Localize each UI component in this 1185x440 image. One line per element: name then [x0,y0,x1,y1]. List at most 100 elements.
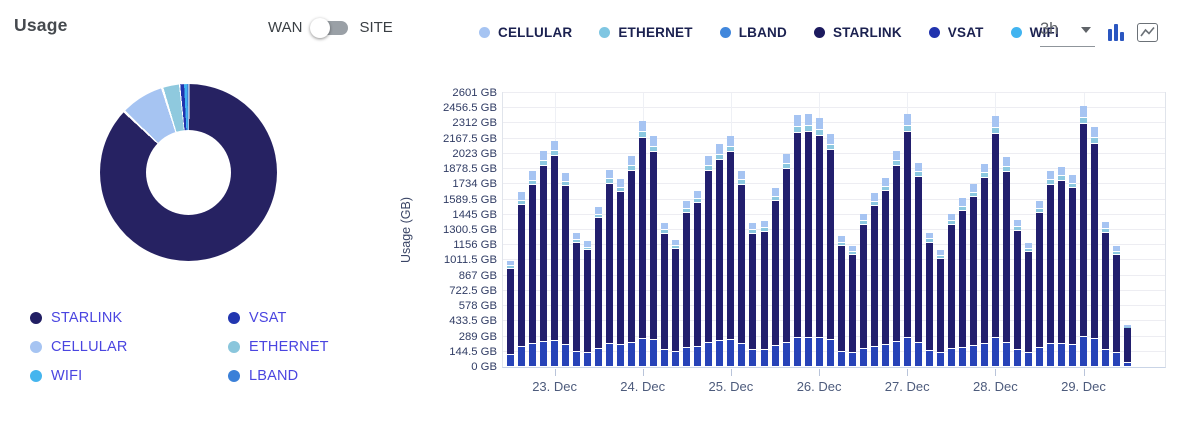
bar-segment-starlink [826,149,834,340]
donut-legend-item-lband[interactable]: LBAND [228,368,329,384]
bar-segment-starlink [760,230,768,350]
bar-segment-vsat [639,337,647,366]
bar-segment-wifi [639,365,647,367]
x-axis: 23. Dec 24. Dec 25. Dec 26. Dec 27. Dec 28. D… [502,368,1166,394]
x-tick-label: 29. Dec [1061,379,1106,394]
bar-segment-cellular [760,221,768,228]
donut-legend-item-wifi[interactable]: WIFI [30,368,228,384]
legend-item-lband[interactable]: LBAND [719,25,787,40]
bar-segment-starlink [683,211,691,347]
bar-segment-cellular [947,213,955,221]
bar-segment-starlink [958,209,966,347]
bar-segment-vsat [1058,342,1065,366]
legend-item-wifi[interactable]: WIFI [1010,25,1059,40]
bar-segment-cellular [815,118,823,130]
bar-segment-cellular [1069,174,1076,183]
bar-segment-cellular [925,232,933,239]
bar-segment-cellular [661,223,669,230]
bar-segment-cellular [991,116,999,128]
legend-item-ethernet[interactable]: ETHERNET [599,25,693,40]
bar-segment-wifi [628,365,636,367]
bar-segment-starlink [1124,327,1132,362]
legend-dot [599,27,611,38]
gridline [503,92,1165,93]
bar-segment-cellular [859,213,867,221]
bar-segment-cellular [1124,324,1132,327]
gridline [503,320,1165,322]
bar-segment-ethernet [661,229,669,233]
bar-segment-ethernet [639,131,647,137]
y-tick-label: 1445 GB [452,208,497,221]
wan-site-toggle[interactable] [310,17,349,38]
bar-segment-vsat [749,349,757,366]
y-tick-label: 2312 GB [452,117,497,130]
bar-segment-ethernet [617,187,625,192]
bar-segment-wifi [991,365,999,367]
bar-segment-wifi [529,365,536,367]
y-tick-label: 289 GB [458,330,497,343]
bar-segment-vsat [507,353,514,366]
bar-segment-cellular [782,154,790,164]
bar-segment-cellular [1047,170,1054,179]
donut-legend-item-ethernet[interactable]: ETHERNET [228,339,329,355]
bar-segment-ethernet [716,153,724,159]
line-chart-icon[interactable] [1137,23,1158,42]
bar-segment-cellular [595,206,603,214]
bar-segment-ethernet [606,178,614,183]
bar-segment-cellular [694,190,702,199]
bar-segment-ethernet [694,198,702,203]
bar-segment-vsat [606,343,614,366]
toggle-knob[interactable] [310,17,331,38]
y-tick-label: 1156 GB [453,239,497,252]
bar-segment-cellular [551,140,559,151]
bar-segment-wifi [716,365,724,367]
bar-segment-ethernet [1113,251,1121,254]
legend-item-vsat[interactable]: VSAT [928,25,984,40]
bar-chart-icon[interactable] [1108,23,1128,41]
bar-segment-wifi [606,365,614,367]
bar-segment-vsat [1047,343,1054,366]
donut-legend-item-starlink[interactable]: STARLINK [30,310,228,326]
bar-segment-cellular [529,171,536,180]
bar-segment-vsat [551,339,559,366]
interval-select[interactable]: 3h [1040,20,1095,47]
bar-segment-vsat [650,339,658,366]
legend-item-starlink[interactable]: STARLINK [813,25,902,40]
gridline [503,289,1165,291]
bar-segment-ethernet [947,220,955,224]
legend-dot [30,341,42,353]
bar-segment-cellular [672,239,680,246]
donut-legend-item-vsat[interactable]: VSAT [228,310,329,326]
y-tick-label: 2456.5 GB [442,102,497,115]
bar-segment-ethernet [1036,207,1043,212]
donut-legend-item-cellular[interactable]: CELLULAR [30,339,228,355]
bar-segment-vsat [1024,351,1032,366]
bar-segment-vsat [1036,346,1043,366]
y-tick-label: 2023 GB [452,147,497,160]
bar-segment-starlink [881,190,889,345]
bar-segment-starlink [925,241,933,351]
bar-segment-vsat [661,349,669,366]
bar-segment-ethernet [925,238,933,242]
bar-segment-cellular [837,236,845,242]
bar-segment-vsat [837,350,845,366]
bar-segment-wifi [980,365,988,367]
bar-segment-vsat [617,344,625,366]
bar-segment-ethernet [738,178,746,184]
bar-segment-ethernet [870,200,878,205]
bar-segment-starlink [1091,142,1099,339]
bar-segment-cellular [1036,200,1043,208]
x-tick-mark [995,369,997,376]
bar-segment-ethernet [1091,137,1099,143]
bar-segment-cellular [870,193,878,201]
bar-segment-starlink [573,242,581,351]
bar-segment-wifi [958,365,966,367]
bar-segment-wifi [507,365,514,367]
bar-segment-wifi [1091,365,1099,367]
bar-segment-ethernet [551,150,559,156]
legend-item-cellular[interactable]: CELLULAR [479,25,572,40]
bar-segment-cellular [1013,220,1021,227]
bar-segment-ethernet [1002,166,1010,172]
gridline [503,107,1165,109]
